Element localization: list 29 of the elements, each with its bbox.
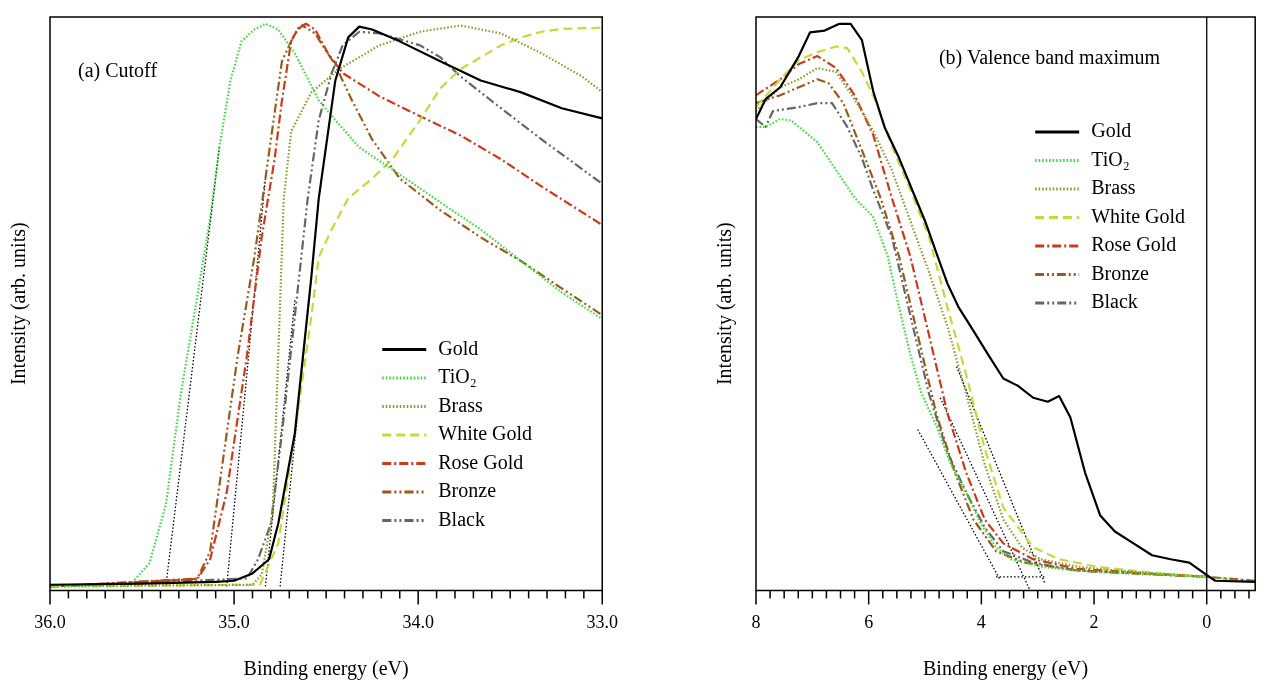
y-axis-title: Intensity (arb. units) xyxy=(713,222,737,386)
x-tick-label: 33.0 xyxy=(586,611,618,632)
x-axis-title: Binding energy (eV) xyxy=(923,657,1089,681)
legend-label: TiO₂ xyxy=(438,365,477,388)
x-tick-label: 8 xyxy=(751,611,761,632)
x-tick-label: 34.0 xyxy=(402,611,434,632)
legend-label: White Gold xyxy=(1091,204,1186,227)
x-tick-label: 36.0 xyxy=(34,611,66,632)
x-tick-label: 0 xyxy=(1202,611,1212,632)
legend-label: Rose Gold xyxy=(438,450,524,473)
y-axis-title: Intensity (arb. units) xyxy=(7,222,31,386)
legend-label: Bronze xyxy=(1091,261,1150,284)
text: (a) Cutoff xyxy=(78,59,158,83)
text: (b) Valence band maximum xyxy=(938,46,1161,70)
legend-label: Brass xyxy=(438,393,483,416)
x-tick-label: 2 xyxy=(1089,611,1099,632)
legend-label: Black xyxy=(1091,290,1138,313)
x-tick-label: 4 xyxy=(976,611,986,632)
legend-label: Bronze xyxy=(438,479,497,502)
legend-label: Black xyxy=(438,507,485,530)
legend-label: Rose Gold xyxy=(1091,233,1177,256)
legend-label: TiO₂ xyxy=(1091,147,1130,170)
legend-label: Brass xyxy=(1091,176,1136,199)
legend-label: Gold xyxy=(438,336,479,359)
legend-label: Gold xyxy=(1091,119,1132,142)
x-tick-label: 6 xyxy=(864,611,874,632)
legend-label: White Gold xyxy=(438,422,533,445)
x-axis-title: Binding energy (eV) xyxy=(243,657,409,681)
x-tick-label: 35.0 xyxy=(218,611,250,632)
